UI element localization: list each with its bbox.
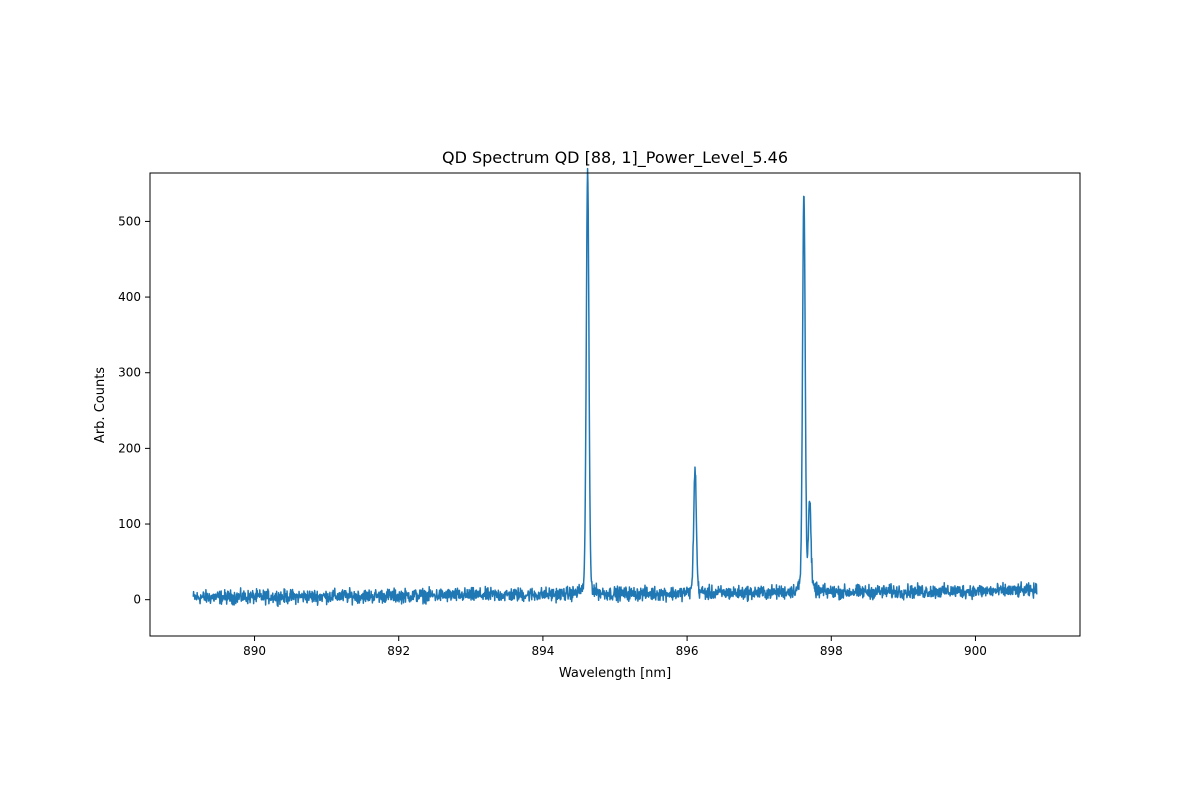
- y-tick-label: 300: [118, 366, 141, 380]
- y-tick-label: 100: [118, 517, 141, 531]
- series-layer: [192, 167, 1038, 608]
- y-axis-label: Arb. Counts: [93, 367, 108, 443]
- x-tick-label: 892: [387, 644, 410, 658]
- chart-title: QD Spectrum QD [88, 1]_Power_Level_5.46: [442, 148, 788, 168]
- x-tick-label: 898: [820, 644, 843, 658]
- y-axis: 0 100 200 300 400 500: [118, 214, 150, 607]
- x-axis-label: Wavelength [nm]: [559, 666, 671, 681]
- y-tick-label: 500: [118, 214, 141, 228]
- axes-frame: [149, 172, 1081, 637]
- x-tick-label: 900: [964, 644, 987, 658]
- y-tick-label: 400: [118, 290, 141, 304]
- y-tick-label: 200: [118, 441, 141, 455]
- y-tick-label: 0: [133, 593, 141, 607]
- plot-area: [149, 167, 1081, 637]
- x-tick-label: 890: [243, 644, 266, 658]
- x-tick-label: 896: [676, 644, 699, 658]
- x-tick-label: 894: [531, 644, 554, 658]
- spectrum-line: [192, 167, 1038, 608]
- x-axis: 890 892 894 896 898 900: [243, 636, 987, 658]
